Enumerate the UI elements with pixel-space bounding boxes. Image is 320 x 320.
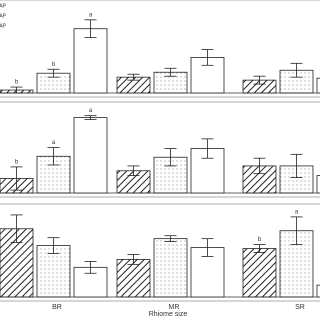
legend-label: MAP <box>0 23 7 29</box>
significance-letter: a <box>295 209 299 215</box>
panel-frame <box>0 203 320 302</box>
bar <box>116 259 151 298</box>
bar <box>73 117 108 194</box>
x-axis-label: Rhiome size <box>149 311 188 318</box>
panel-frame <box>0 101 320 198</box>
significance-letter: a <box>89 108 93 114</box>
bar <box>316 77 320 94</box>
x-tick-label: MR <box>169 304 180 311</box>
significance-letter: b <box>15 159 19 165</box>
legend-label: MAP <box>0 3 7 9</box>
bar <box>316 175 320 194</box>
significance-letter: a <box>52 140 56 146</box>
bar <box>316 284 320 298</box>
significance-letter: b <box>15 80 19 86</box>
x-tick-label: SR <box>295 304 305 311</box>
significance-letter: b <box>258 237 262 243</box>
x-tick-label: BR <box>52 304 62 311</box>
significance-letter: b <box>52 62 56 68</box>
significance-letter: a <box>89 12 93 18</box>
bar <box>242 248 277 298</box>
bar <box>73 28 108 94</box>
bar <box>36 245 71 298</box>
panel-frame <box>0 0 320 98</box>
legend-label: MAP <box>0 13 7 19</box>
bar <box>153 238 188 298</box>
